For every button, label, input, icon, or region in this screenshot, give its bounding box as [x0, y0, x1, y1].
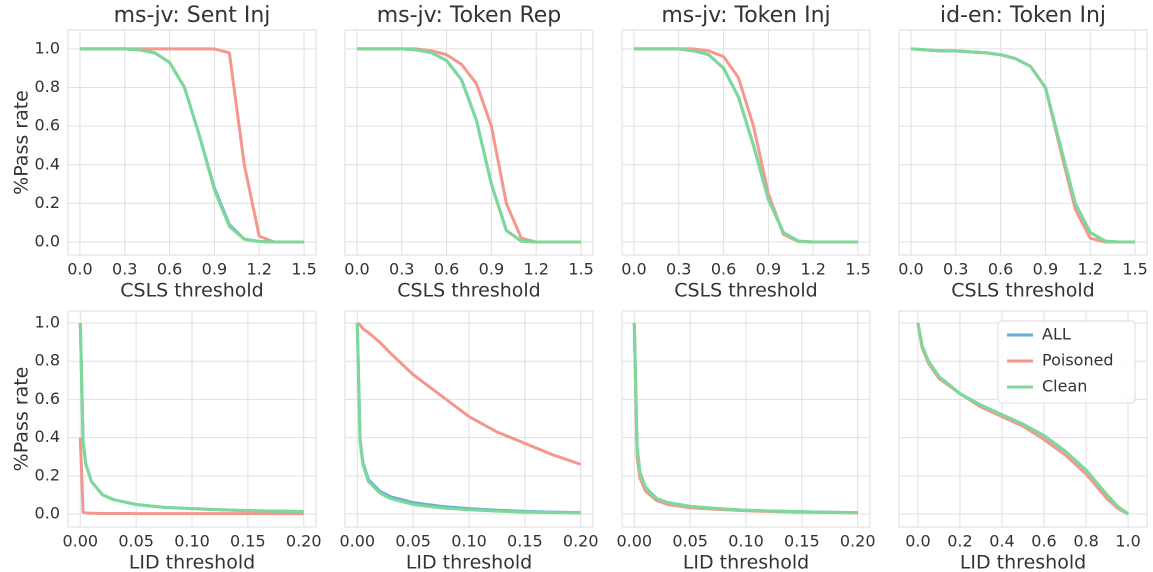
x-tick-label: 0.2	[947, 532, 972, 551]
x-tick-label: 0.15	[784, 532, 820, 551]
x-axis-label: CSLS threshold	[397, 280, 541, 302]
series-line	[356, 321, 582, 466]
x-tick-label: 1.2	[247, 260, 272, 279]
x-tick-label: 0.9	[1033, 260, 1058, 279]
x-tick-label: 0.6	[157, 260, 182, 279]
y-tick-label: 1.0	[35, 38, 60, 57]
subplot-title: ms-jv: Token Rep	[377, 3, 562, 28]
x-tick-label: 0.20	[840, 532, 876, 551]
y-tick-label: 0.8	[35, 351, 60, 370]
x-axis-label: LID threshold	[129, 552, 255, 572]
plot-area	[621, 29, 871, 256]
series-line	[79, 47, 305, 244]
x-tick-label: 0.0	[344, 260, 369, 279]
x-tick-label: 1.2	[801, 260, 826, 279]
x-axis-label: CSLS threshold	[120, 280, 264, 302]
subplot-title: ms-jv: Token Inj	[661, 3, 830, 28]
y-tick-label: 0.4	[35, 427, 60, 446]
x-tick-label: 0.6	[1031, 532, 1056, 551]
series-line	[356, 47, 582, 244]
x-tick-label: 1.2	[524, 260, 549, 279]
x-tick-label: 0.4	[989, 532, 1014, 551]
x-tick-label: 0.00	[62, 532, 98, 551]
x-axis-label: CSLS threshold	[674, 280, 818, 302]
subplot-title: ms-jv: Sent Inj	[114, 3, 271, 28]
plot-area	[898, 29, 1148, 256]
x-tick-label: 0.6	[434, 260, 459, 279]
x-tick-label: 0.20	[563, 532, 599, 551]
x-tick-label: 0.05	[672, 532, 708, 551]
x-axis-label: LID threshold	[683, 552, 809, 572]
legend-label: Poisoned	[1042, 351, 1114, 370]
x-tick-label: 0.0	[905, 532, 930, 551]
x-tick-label: 0.0	[67, 260, 92, 279]
x-tick-label: 0.00	[616, 532, 652, 551]
y-tick-label: 0.2	[35, 193, 60, 212]
x-tick-label: 0.0	[621, 260, 646, 279]
x-tick-label: 0.3	[389, 260, 414, 279]
x-tick-label: 1.2	[1078, 260, 1103, 279]
x-tick-label: 0.10	[728, 532, 764, 551]
x-axis-label: LID threshold	[406, 552, 532, 572]
series-line	[355, 322, 581, 515]
y-tick-label: 0.4	[35, 154, 60, 173]
y-tick-label: 0.6	[35, 389, 60, 408]
x-tick-label: 0.6	[711, 260, 736, 279]
series-line	[632, 322, 858, 515]
x-tick-label: 1.5	[568, 260, 593, 279]
x-tick-label: 1.5	[291, 260, 316, 279]
x-tick-label: 0.3	[666, 260, 691, 279]
x-tick-label: 0.15	[507, 532, 543, 551]
x-tick-label: 0.9	[479, 260, 504, 279]
x-tick-label: 0.10	[174, 532, 210, 551]
y-tick-label: 1.0	[35, 313, 60, 332]
x-tick-label: 0.3	[112, 260, 137, 279]
x-axis-label: LID threshold	[960, 552, 1086, 572]
x-tick-label: 0.20	[286, 532, 322, 551]
subplot-title: id-en: Token Inj	[940, 3, 1106, 28]
y-axis-label: %Pass rate	[11, 367, 33, 472]
legend: ALL Poisoned Clean	[997, 320, 1136, 404]
y-tick-label: 0.2	[35, 465, 60, 484]
series-line	[916, 322, 1129, 516]
x-tick-label: 0.6	[988, 260, 1013, 279]
x-tick-label: 1.5	[1122, 260, 1147, 279]
x-tick-label: 0.15	[230, 532, 266, 551]
x-tick-label: 0.05	[395, 532, 431, 551]
legend-label: ALL	[1042, 325, 1071, 344]
plot-area	[344, 29, 594, 256]
x-tick-label: 0.9	[756, 260, 781, 279]
x-tick-label: 0.9	[202, 260, 227, 279]
legend-label: Clean	[1042, 377, 1087, 396]
y-tick-label: 0.0	[35, 232, 60, 251]
x-tick-label: 1.5	[845, 260, 870, 279]
plot-area	[67, 29, 317, 256]
x-tick-label: 0.8	[1073, 532, 1098, 551]
x-axis-label: CSLS threshold	[951, 280, 1095, 302]
x-tick-label: 0.0	[898, 260, 923, 279]
x-tick-label: 0.00	[339, 532, 375, 551]
series-line	[78, 322, 304, 514]
x-tick-label: 0.3	[943, 260, 968, 279]
series-line	[78, 437, 304, 516]
y-tick-label: 0.8	[35, 77, 60, 96]
series-line	[633, 47, 859, 244]
x-tick-label: 0.05	[118, 532, 154, 551]
y-axis-label: %Pass rate	[11, 90, 33, 195]
x-tick-label: 1.0	[1115, 532, 1140, 551]
y-tick-label: 0.0	[35, 504, 60, 523]
y-tick-label: 0.6	[35, 116, 60, 135]
x-tick-label: 0.10	[451, 532, 487, 551]
legend-box	[997, 320, 1136, 404]
series-line	[910, 47, 1136, 244]
